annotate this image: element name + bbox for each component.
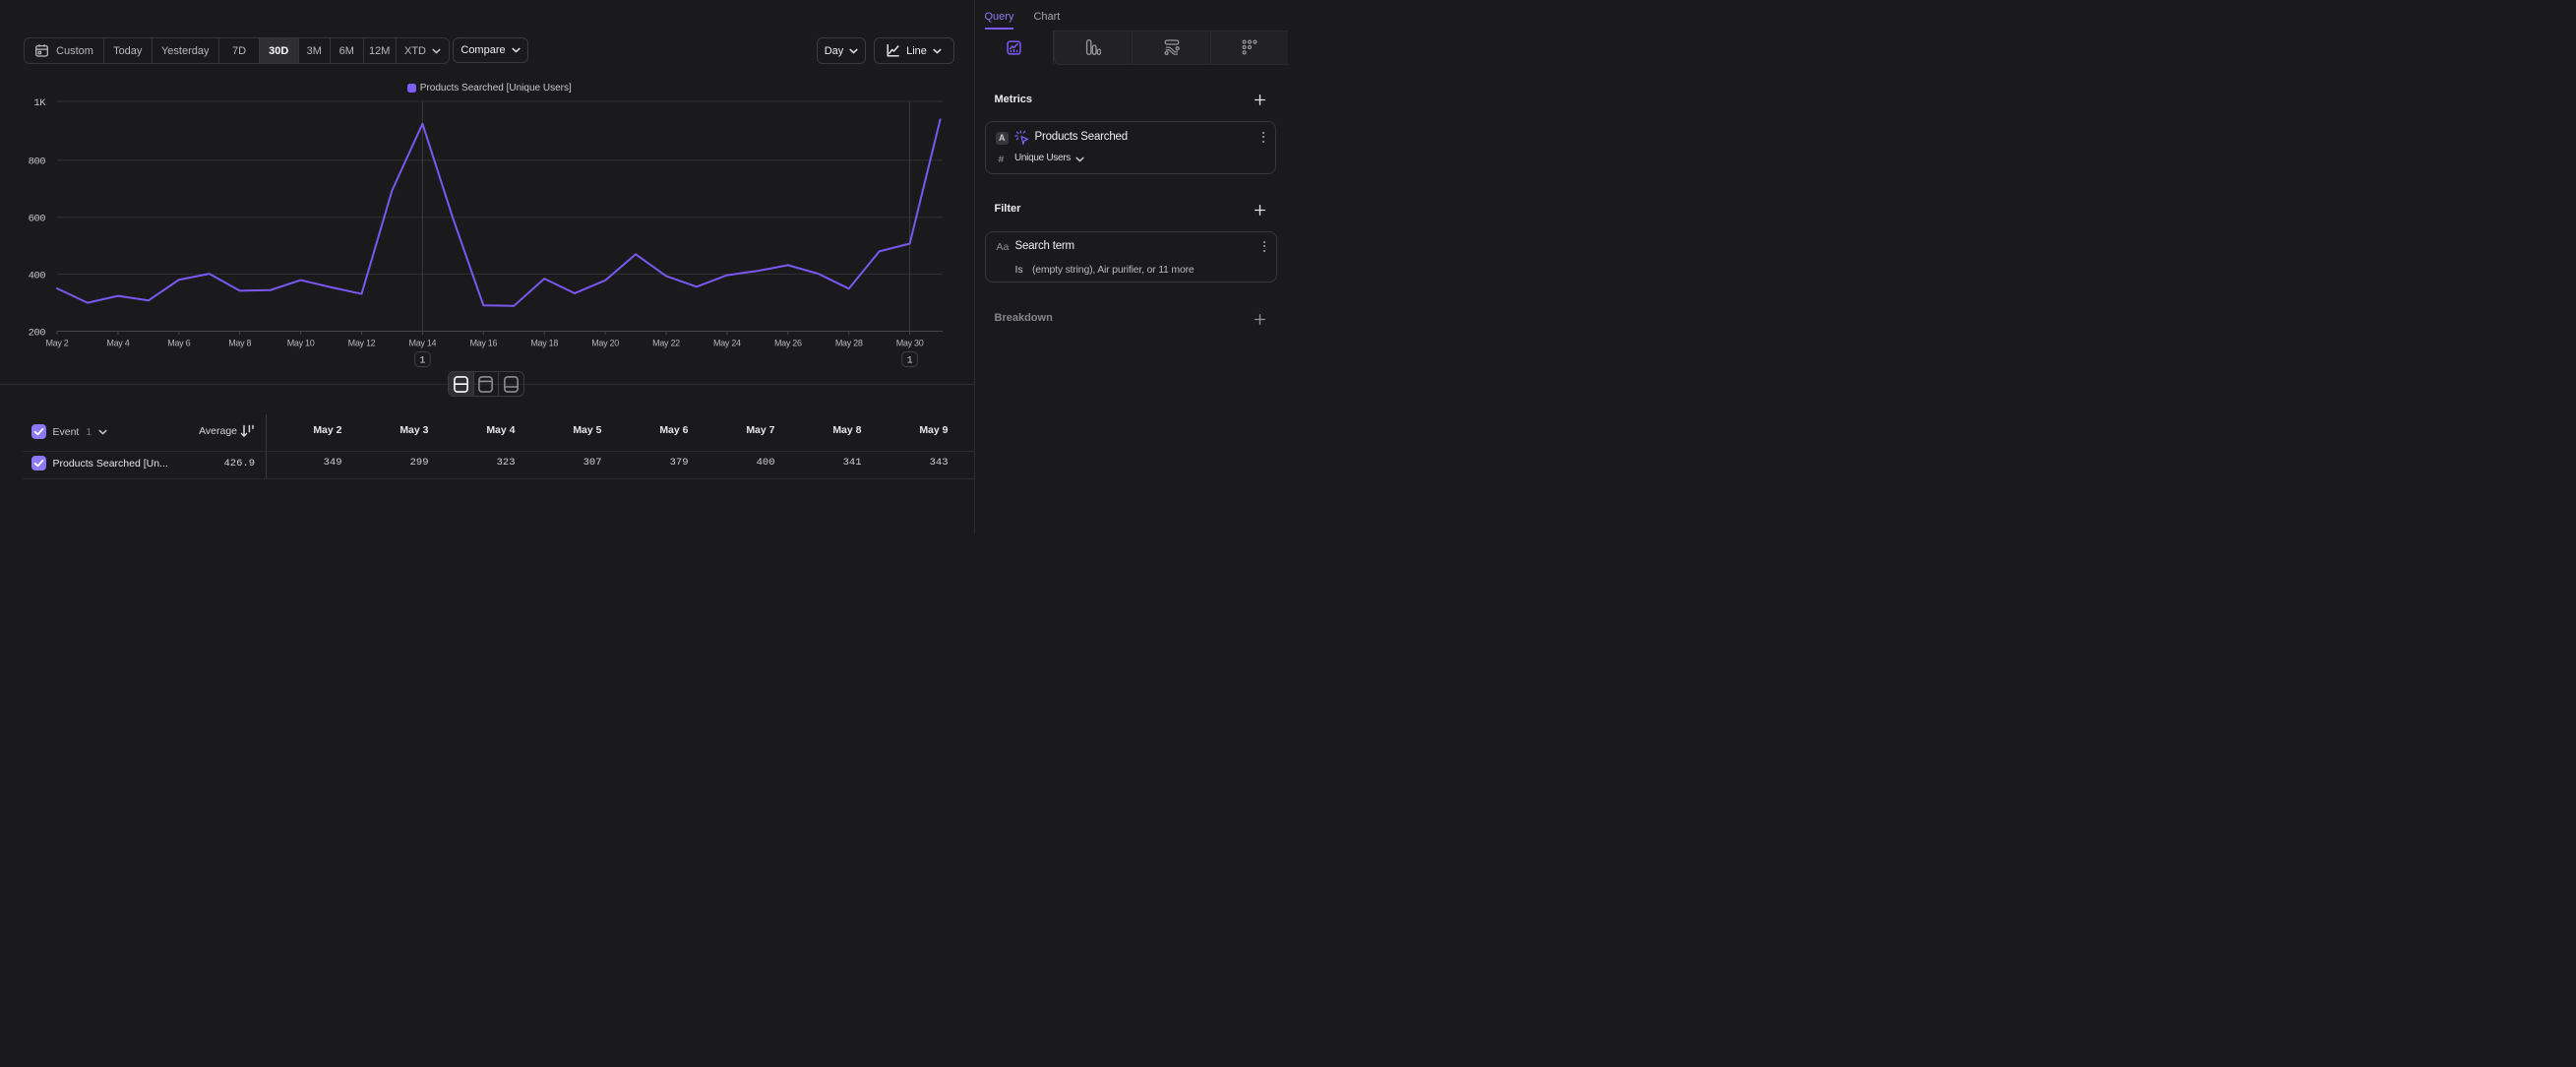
svg-text:May 22: May 22 (652, 338, 680, 347)
svg-text:May 30: May 30 (896, 338, 924, 347)
svg-text:May 8: May 8 (228, 338, 251, 347)
svg-text:May 10: May 10 (287, 338, 315, 347)
svg-text:May 16: May 16 (469, 338, 497, 347)
svg-text:600: 600 (29, 214, 46, 225)
svg-text:1: 1 (419, 356, 425, 367)
svg-text:200: 200 (29, 327, 46, 339)
svg-text:1: 1 (907, 356, 913, 367)
svg-text:800: 800 (29, 157, 46, 168)
svg-text:May 20: May 20 (591, 338, 619, 347)
svg-text:May 12: May 12 (348, 338, 376, 347)
svg-text:May 18: May 18 (530, 338, 558, 347)
svg-text:May 26: May 26 (774, 338, 802, 347)
svg-text:May 14: May 14 (409, 338, 437, 347)
svg-text:400: 400 (29, 270, 46, 282)
svg-text:May 28: May 28 (835, 338, 863, 347)
svg-text:1K: 1K (33, 97, 46, 109)
svg-text:May 4: May 4 (106, 338, 129, 347)
svg-text:May 24: May 24 (713, 338, 741, 347)
svg-text:May 2: May 2 (45, 338, 68, 347)
svg-text:May 6: May 6 (167, 338, 190, 347)
